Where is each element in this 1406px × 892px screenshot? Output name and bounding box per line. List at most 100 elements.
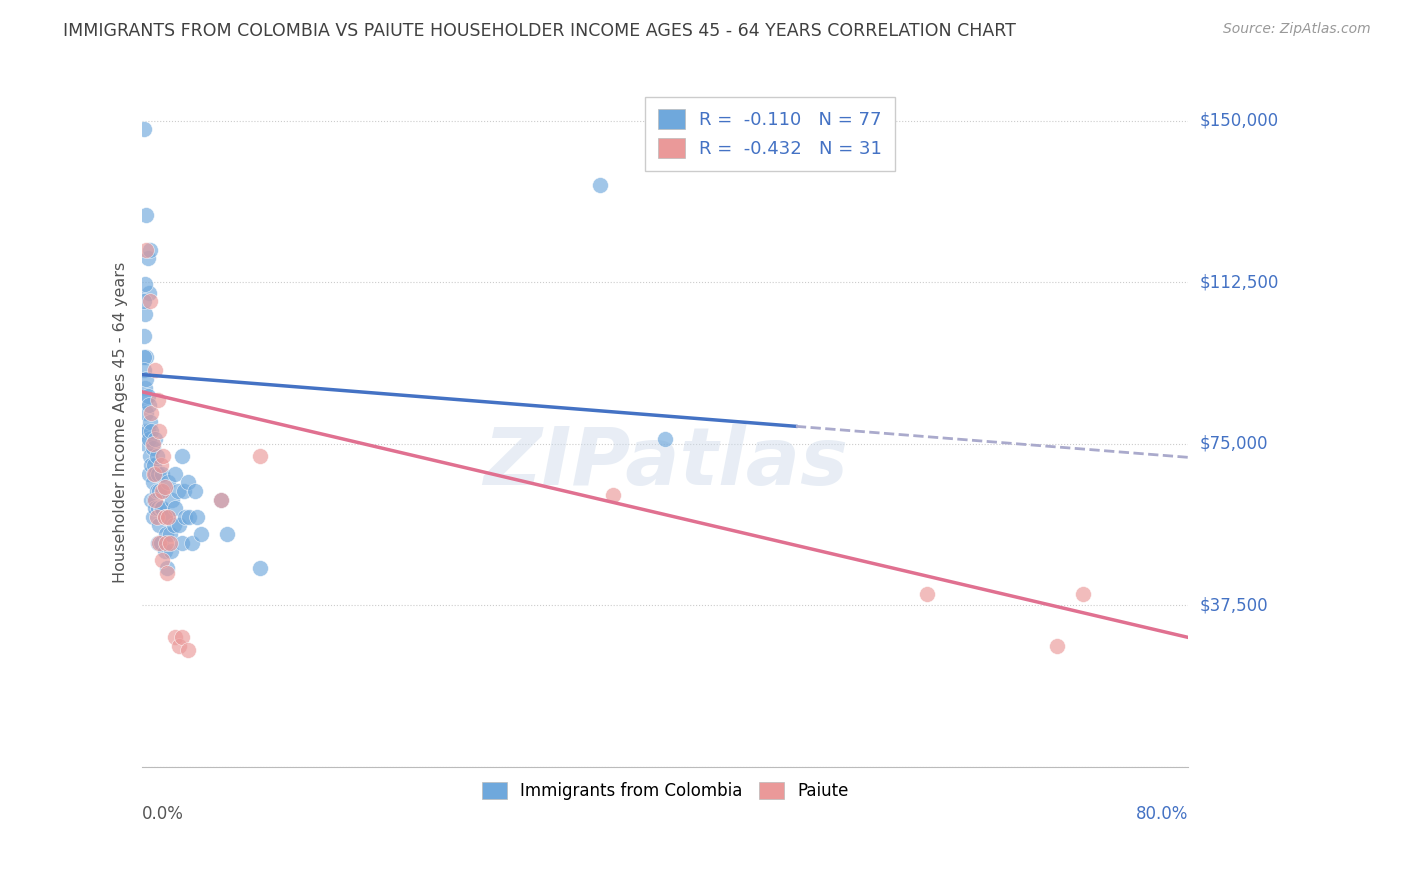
Point (152, 450, 174, 464)
Point (170, 450, 193, 464)
Point (143, 458, 166, 472)
Point (181, 535, 204, 549)
Text: 0.0%: 0.0% (142, 805, 184, 823)
Point (134, 277, 156, 292)
Point (148, 518, 170, 533)
Point (135, 436, 157, 450)
Point (177, 475, 200, 490)
Point (146, 467, 169, 481)
Point (132, 363, 155, 377)
Point (156, 566, 179, 580)
Point (163, 518, 186, 533)
Point (153, 544, 176, 558)
Point (915, 587, 938, 601)
Point (148, 483, 170, 498)
Point (149, 535, 172, 549)
Point (136, 424, 159, 438)
Point (146, 535, 169, 549)
Point (149, 458, 172, 472)
Point (170, 535, 193, 549)
Y-axis label: Householder Income Ages 45 - 64 years: Householder Income Ages 45 - 64 years (114, 261, 128, 582)
Point (142, 436, 165, 450)
Point (132, 122, 155, 136)
Text: Source: ZipAtlas.com: Source: ZipAtlas.com (1223, 22, 1371, 37)
Point (170, 631, 193, 645)
Point (138, 398, 160, 412)
Point (141, 406, 163, 420)
Point (145, 467, 167, 481)
Point (589, 178, 612, 193)
Point (149, 501, 172, 516)
Point (132, 294, 155, 309)
Point (162, 492, 184, 507)
Point (135, 243, 157, 257)
Point (249, 450, 271, 464)
Point (145, 483, 167, 498)
Point (145, 450, 167, 464)
Point (148, 424, 170, 438)
Point (186, 509, 208, 524)
Point (138, 285, 160, 300)
Point (1046, 639, 1069, 653)
Point (163, 501, 186, 516)
Text: $112,500: $112,500 (1199, 273, 1278, 291)
Point (141, 458, 163, 472)
Point (179, 509, 201, 524)
Point (167, 639, 190, 653)
Point (155, 535, 177, 549)
Point (142, 441, 165, 455)
Point (141, 424, 163, 438)
Point (139, 243, 162, 257)
Point (139, 450, 162, 464)
Point (134, 424, 156, 438)
Point (183, 483, 205, 498)
Text: $37,500: $37,500 (1199, 596, 1268, 614)
Point (145, 509, 167, 524)
Point (160, 544, 183, 558)
Point (135, 208, 157, 222)
Point (174, 509, 197, 524)
Point (145, 501, 167, 516)
Point (602, 488, 624, 502)
Point (166, 483, 188, 498)
Point (152, 483, 174, 498)
Point (177, 643, 200, 657)
Point (153, 509, 176, 524)
Point (139, 294, 162, 309)
Point (134, 380, 156, 394)
Point (157, 509, 180, 524)
Point (155, 527, 177, 541)
Point (150, 467, 173, 481)
Legend: Immigrants from Colombia, Paiute: Immigrants from Colombia, Paiute (475, 775, 855, 806)
Point (148, 535, 170, 549)
Point (145, 432, 167, 446)
Point (135, 351, 157, 365)
Point (143, 492, 166, 507)
Point (142, 475, 165, 490)
Point (159, 535, 181, 549)
Point (138, 432, 160, 446)
Point (138, 467, 160, 481)
Point (190, 527, 212, 541)
Point (135, 406, 157, 420)
Point (163, 631, 186, 645)
Point (139, 415, 162, 429)
Point (654, 432, 676, 446)
Point (209, 492, 232, 507)
Point (163, 467, 186, 481)
Point (150, 553, 173, 567)
Point (150, 483, 173, 498)
Point (145, 363, 167, 377)
Point (146, 501, 169, 516)
Point (156, 561, 179, 575)
Point (157, 475, 180, 490)
Point (146, 393, 169, 408)
Point (157, 509, 180, 524)
Point (167, 518, 190, 533)
Point (134, 307, 156, 321)
Point (135, 372, 157, 386)
Point (142, 509, 165, 524)
Point (173, 483, 195, 498)
Point (134, 393, 156, 408)
Point (217, 527, 239, 541)
